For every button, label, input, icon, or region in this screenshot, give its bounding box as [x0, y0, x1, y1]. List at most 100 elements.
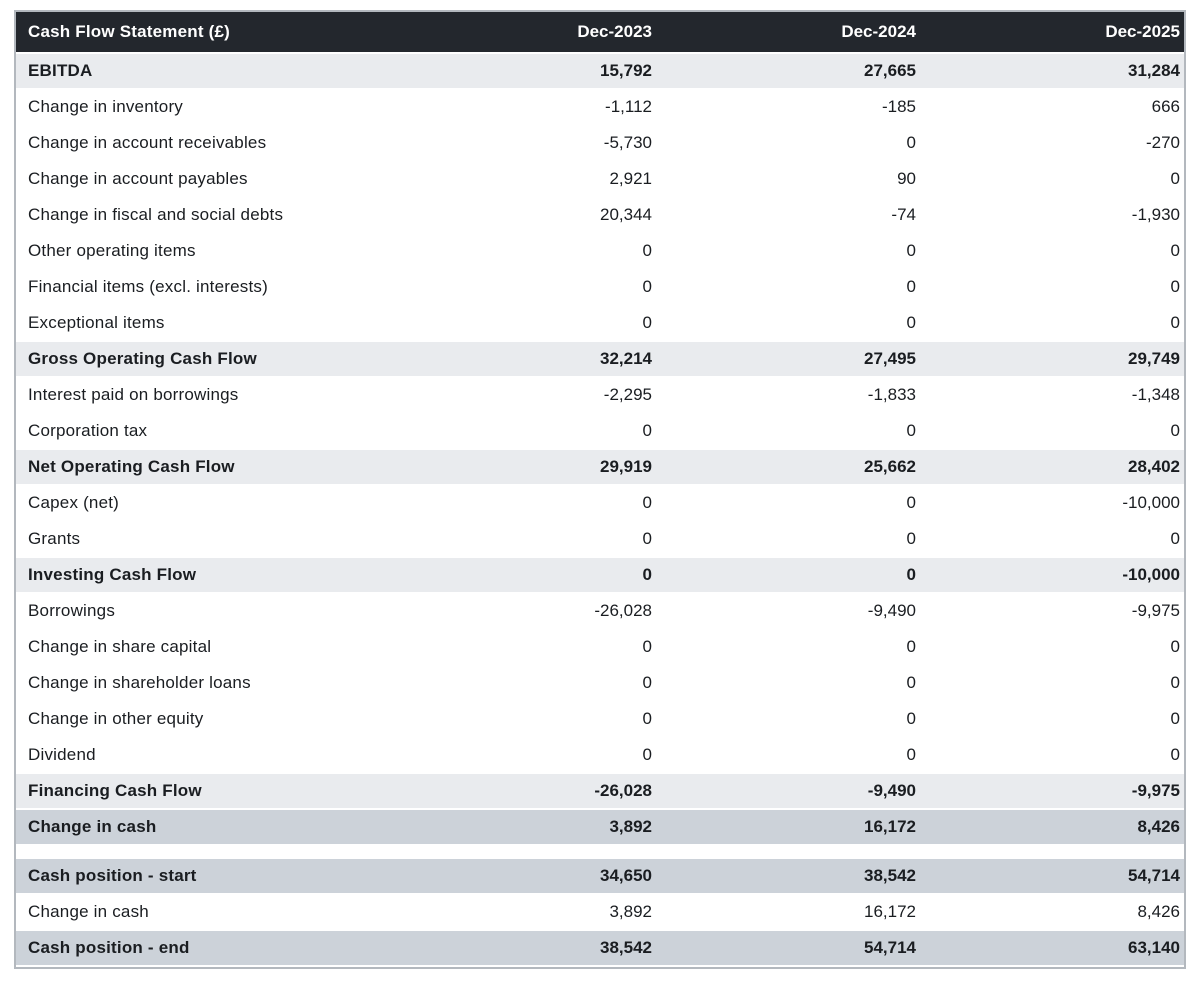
row-value-dec-2025: 28,402 [1128, 457, 1180, 476]
row-label: Exceptional items [28, 313, 165, 332]
row-value-dec-2024: 0 [906, 565, 916, 584]
row-value-dec-2024: 0 [906, 421, 916, 440]
row-label: Gross Operating Cash Flow [28, 349, 257, 368]
row-label: Change in cash [28, 817, 157, 836]
row-value-dec-2023: -2,295 [603, 385, 652, 404]
row-value-dec-2024: 0 [906, 529, 916, 548]
row-value-dec-2025: -10,000 [1122, 565, 1180, 584]
row-value-dec-2025: 0 [1170, 709, 1180, 728]
row-label: EBITDA [28, 61, 93, 80]
cash-flow-statement-table: Cash Flow Statement (£) Dec-2023 Dec-202… [14, 10, 1186, 969]
row-value-dec-2024: 0 [906, 241, 916, 260]
row-value-dec-2025: 63,140 [1128, 938, 1180, 957]
table-row-corporation-tax: Corporation tax 0 0 0 [16, 414, 1184, 450]
row-label: Investing Cash Flow [28, 565, 197, 584]
table-row-other-operating-items: Other operating items 0 0 0 [16, 234, 1184, 270]
row-value-dec-2025: 0 [1170, 529, 1180, 548]
row-value-dec-2023: 3,892 [609, 902, 652, 921]
row-value-dec-2024: 27,665 [864, 61, 916, 80]
row-label: Net Operating Cash Flow [28, 457, 235, 476]
row-value-dec-2024: 0 [906, 709, 916, 728]
table-row-financial-items: Financial items (excl. interests) 0 0 0 [16, 270, 1184, 306]
row-label: Change in account payables [28, 169, 248, 188]
table-row-change-in-fiscal-and-social-debts: Change in fiscal and social debts 20,344… [16, 198, 1184, 234]
row-value-dec-2023: 0 [642, 277, 652, 296]
row-value-dec-2023: 32,214 [600, 349, 652, 368]
row-label: Financing Cash Flow [28, 781, 202, 800]
row-value-dec-2025: 0 [1170, 169, 1180, 188]
table-row-net-operating-cash-flow: Net Operating Cash Flow 29,919 25,662 28… [16, 450, 1184, 486]
table-row-ebitda: EBITDA 15,792 27,665 31,284 [16, 54, 1184, 90]
row-value-dec-2024: 0 [906, 637, 916, 656]
row-value-dec-2024: 16,172 [864, 902, 916, 921]
table-row-dividend: Dividend 0 0 0 [16, 738, 1184, 774]
row-value-dec-2025: 0 [1170, 313, 1180, 332]
table-header-row: Cash Flow Statement (£) Dec-2023 Dec-202… [16, 12, 1184, 54]
column-header-dec-2024: Dec-2024 [841, 22, 916, 41]
table-row-cash-position-end: Cash position - end 38,542 54,714 63,140 [16, 931, 1184, 967]
row-label: Financial items (excl. interests) [28, 277, 268, 296]
table-row-change-in-cash: Change in cash 3,892 16,172 8,426 [16, 895, 1184, 931]
row-value-dec-2023: 0 [642, 673, 652, 692]
row-value-dec-2023: 0 [642, 637, 652, 656]
row-value-dec-2025: 666 [1151, 97, 1180, 116]
row-value-dec-2024: -185 [881, 97, 916, 116]
row-label: Capex (net) [28, 493, 120, 512]
row-value-dec-2025: 29,749 [1128, 349, 1180, 368]
table-row-grants: Grants 0 0 0 [16, 522, 1184, 558]
row-value-dec-2023: 38,542 [600, 938, 652, 957]
row-value-dec-2023: 3,892 [609, 817, 652, 836]
row-value-dec-2023: -1,112 [605, 97, 652, 116]
row-value-dec-2023: 0 [642, 493, 652, 512]
spacer-row [16, 846, 1184, 859]
row-label: Other operating items [28, 241, 196, 260]
table-row-change-in-inventory: Change in inventory -1,112 -185 666 [16, 90, 1184, 126]
row-value-dec-2024: 0 [906, 745, 916, 764]
row-label: Change in inventory [28, 97, 184, 116]
row-label: Interest paid on borrowings [28, 385, 239, 404]
table-row-exceptional-items: Exceptional items 0 0 0 [16, 306, 1184, 342]
row-value-dec-2023: 0 [642, 565, 652, 584]
row-label: Change in fiscal and social debts [28, 205, 284, 224]
row-value-dec-2023: 20,344 [600, 205, 652, 224]
row-label: Change in shareholder loans [28, 673, 251, 692]
row-value-dec-2023: 0 [642, 313, 652, 332]
row-value-dec-2025: 31,284 [1128, 61, 1180, 80]
row-value-dec-2023: 0 [642, 241, 652, 260]
row-value-dec-2025: 8,426 [1137, 817, 1180, 836]
table-row-financing-cash-flow: Financing Cash Flow -26,028 -9,490 -9,97… [16, 774, 1184, 810]
row-value-dec-2024: 0 [906, 673, 916, 692]
row-value-dec-2025: -1,348 [1131, 385, 1180, 404]
row-value-dec-2023: -5,730 [603, 133, 652, 152]
column-header-dec-2025: Dec-2025 [1105, 22, 1180, 41]
table-row-change-in-other-equity: Change in other equity 0 0 0 [16, 702, 1184, 738]
row-label: Corporation tax [28, 421, 148, 440]
table-row-change-in-cash-total: Change in cash 3,892 16,172 8,426 [16, 810, 1184, 846]
row-value-dec-2024: -9,490 [867, 781, 916, 800]
table-row-gross-operating-cash-flow: Gross Operating Cash Flow 32,214 27,495 … [16, 342, 1184, 378]
row-value-dec-2023: 0 [642, 745, 652, 764]
row-value-dec-2025: 0 [1170, 421, 1180, 440]
row-label: Change in cash [28, 902, 149, 921]
row-value-dec-2025: 0 [1170, 277, 1180, 296]
table-row-cash-position-start: Cash position - start 34,650 38,542 54,7… [16, 859, 1184, 895]
row-value-dec-2024: 38,542 [864, 866, 916, 885]
row-value-dec-2024: -1,833 [867, 385, 916, 404]
row-value-dec-2023: -26,028 [594, 601, 652, 620]
row-label: Change in other equity [28, 709, 204, 728]
row-value-dec-2024: 0 [906, 313, 916, 332]
row-value-dec-2023: 0 [642, 709, 652, 728]
row-label: Dividend [28, 745, 96, 764]
row-value-dec-2024: -9,490 [867, 601, 916, 620]
row-label: Borrowings [28, 601, 116, 620]
row-value-dec-2024: 16,172 [864, 817, 916, 836]
row-label: Change in share capital [28, 637, 212, 656]
column-header-dec-2023: Dec-2023 [577, 22, 652, 41]
table-row-change-in-share-capital: Change in share capital 0 0 0 [16, 630, 1184, 666]
row-value-dec-2025: 54,714 [1128, 866, 1180, 885]
row-value-dec-2025: 0 [1170, 673, 1180, 692]
row-value-dec-2024: -74 [891, 205, 916, 224]
row-label: Grants [28, 529, 81, 548]
table-row-capex-net: Capex (net) 0 0 -10,000 [16, 486, 1184, 522]
row-value-dec-2025: -10,000 [1122, 493, 1180, 512]
